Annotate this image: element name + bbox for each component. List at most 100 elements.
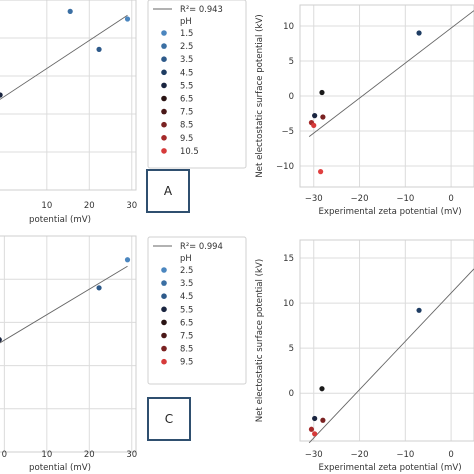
y-tick-label: 10 bbox=[283, 299, 294, 309]
plot-frame bbox=[0, 0, 137, 191]
legend-r2: R²= 0.994 bbox=[180, 241, 223, 251]
x-tick-label: −10 bbox=[396, 194, 414, 204]
legend-entry-label: 3.5 bbox=[180, 278, 193, 288]
x-tick-label: 10 bbox=[41, 201, 52, 211]
legend-marker bbox=[161, 82, 167, 89]
x-tick-label: 30 bbox=[126, 450, 137, 460]
legend-entry-label: 5.5 bbox=[180, 304, 193, 314]
x-axis-label: potential (mV) bbox=[29, 463, 91, 473]
panel-bottom-right: −30 −20 −10 0 0 5 10 15 Experimental zeta potent… bbox=[255, 239, 474, 473]
legend-entry-label: 1.5 bbox=[180, 28, 193, 38]
data-point bbox=[124, 16, 131, 22]
data-point bbox=[0, 92, 3, 98]
legend-box bbox=[147, 0, 247, 169]
data-point bbox=[312, 415, 318, 422]
fit-line bbox=[308, 10, 474, 137]
y-tick-label: 5 bbox=[289, 57, 294, 67]
y-tick-label: −10 bbox=[276, 162, 294, 172]
fit-line bbox=[0, 14, 128, 100]
fit-line bbox=[0, 265, 128, 344]
x-tick-label: 10 bbox=[41, 450, 52, 460]
plot-frame bbox=[299, 4, 474, 188]
x-tick-label: 0 bbox=[448, 450, 453, 460]
data-point bbox=[319, 386, 325, 392]
legend-marker bbox=[161, 56, 167, 62]
legend-marker bbox=[161, 69, 167, 76]
y-tick-label: 0 bbox=[289, 92, 294, 102]
legend-marker bbox=[161, 332, 167, 339]
legend-box bbox=[147, 236, 247, 385]
legend: R²= 0.943 pH 1.5 2.5 3.5 4.5 5.5 6.5 7.5 8.5 9.5 10… bbox=[147, 0, 247, 169]
x-axis-label: potential (mV) bbox=[29, 215, 91, 225]
legend-entry-label: 9.5 bbox=[180, 133, 193, 143]
panel-label: C bbox=[165, 412, 173, 426]
legend-entry-label: 7.5 bbox=[180, 331, 193, 341]
data-point bbox=[312, 113, 318, 119]
data-point bbox=[320, 417, 326, 423]
legend-r2: R²= 0.943 bbox=[180, 4, 223, 14]
y-tick-label: 15 bbox=[283, 254, 294, 264]
y-tick-label: −5 bbox=[281, 127, 294, 137]
x-tick-label: 20 bbox=[84, 450, 95, 460]
legend-marker bbox=[161, 148, 167, 154]
legend: R²= 0.994 pH 2.5 3.5 4.5 5.5 6.5 7.5 8.5 9.5 bbox=[147, 236, 247, 385]
x-tick-label: 30 bbox=[126, 201, 137, 211]
legend-entry-label: 6.5 bbox=[180, 317, 193, 327]
plot-frame bbox=[0, 235, 137, 453]
panel-label-box bbox=[147, 397, 191, 441]
x-tick-label: −30 bbox=[305, 450, 323, 460]
panel-bottom-left: 0 10 20 30 potential (mV) R²= 0.994 pH 2.5 3.5 4.… bbox=[0, 235, 247, 473]
data-point bbox=[67, 8, 73, 14]
legend-marker bbox=[161, 345, 167, 352]
legend-entry-label: 2.5 bbox=[180, 41, 193, 51]
panel-top-right: −30 −20 −10 0 −10 −5 0 5 10 Experimental zeta pot… bbox=[255, 4, 474, 217]
legend-entry-label: 4.5 bbox=[180, 291, 193, 301]
legend-title: pH bbox=[180, 253, 192, 263]
data-point bbox=[320, 114, 326, 120]
legend-entry-label: 9.5 bbox=[180, 357, 193, 367]
legend-entry-label: 10.5 bbox=[180, 146, 199, 156]
data-point bbox=[0, 337, 2, 343]
y-axis-label: Net electostatic surface potential (kV) bbox=[255, 14, 265, 177]
data-point bbox=[311, 122, 317, 128]
legend-entry-label: 4.5 bbox=[180, 67, 193, 77]
panel-label: A bbox=[164, 184, 173, 198]
y-tick-label: 10 bbox=[283, 22, 294, 32]
legend-marker bbox=[161, 280, 167, 286]
legend-entry-label: 8.5 bbox=[180, 344, 193, 354]
legend-marker bbox=[161, 319, 167, 326]
legend-title: pH bbox=[180, 16, 192, 26]
panel-top-left: 10 20 30 potential (mV) R²= 0.943 pH 1.5 2.5 3.5… bbox=[0, 0, 247, 225]
data-point bbox=[416, 30, 422, 36]
y-tick-label: 5 bbox=[289, 344, 294, 354]
y-tick-label: 0 bbox=[289, 389, 294, 399]
legend-marker bbox=[161, 121, 167, 128]
fit-line bbox=[308, 268, 474, 444]
x-tick-label: 20 bbox=[84, 201, 95, 211]
data-point bbox=[308, 426, 315, 432]
legend-marker bbox=[161, 306, 167, 313]
x-tick-label: −10 bbox=[396, 450, 414, 460]
panel-label-box bbox=[146, 169, 190, 213]
legend-marker bbox=[161, 108, 167, 115]
legend-marker bbox=[161, 358, 167, 365]
x-tick-label: −20 bbox=[351, 450, 369, 460]
legend-marker bbox=[161, 43, 167, 49]
data-point bbox=[312, 431, 318, 437]
legend-entry-label: 7.5 bbox=[180, 107, 193, 117]
x-tick-label: −20 bbox=[351, 194, 369, 204]
legend-marker bbox=[161, 135, 167, 141]
legend-entry-label: 5.5 bbox=[180, 80, 193, 90]
x-tick-label: 0 bbox=[2, 450, 7, 460]
x-tick-label: −30 bbox=[305, 194, 323, 204]
legend-marker bbox=[161, 293, 167, 300]
legend-marker bbox=[161, 95, 167, 102]
data-point bbox=[96, 46, 102, 53]
data-point bbox=[96, 285, 102, 291]
data-point bbox=[319, 89, 325, 96]
legend-entry-label: 6.5 bbox=[180, 94, 193, 104]
x-axis-label: Experimental zeta potential (mV) bbox=[318, 463, 461, 473]
data-point bbox=[318, 169, 324, 175]
plot-frame bbox=[299, 239, 474, 442]
